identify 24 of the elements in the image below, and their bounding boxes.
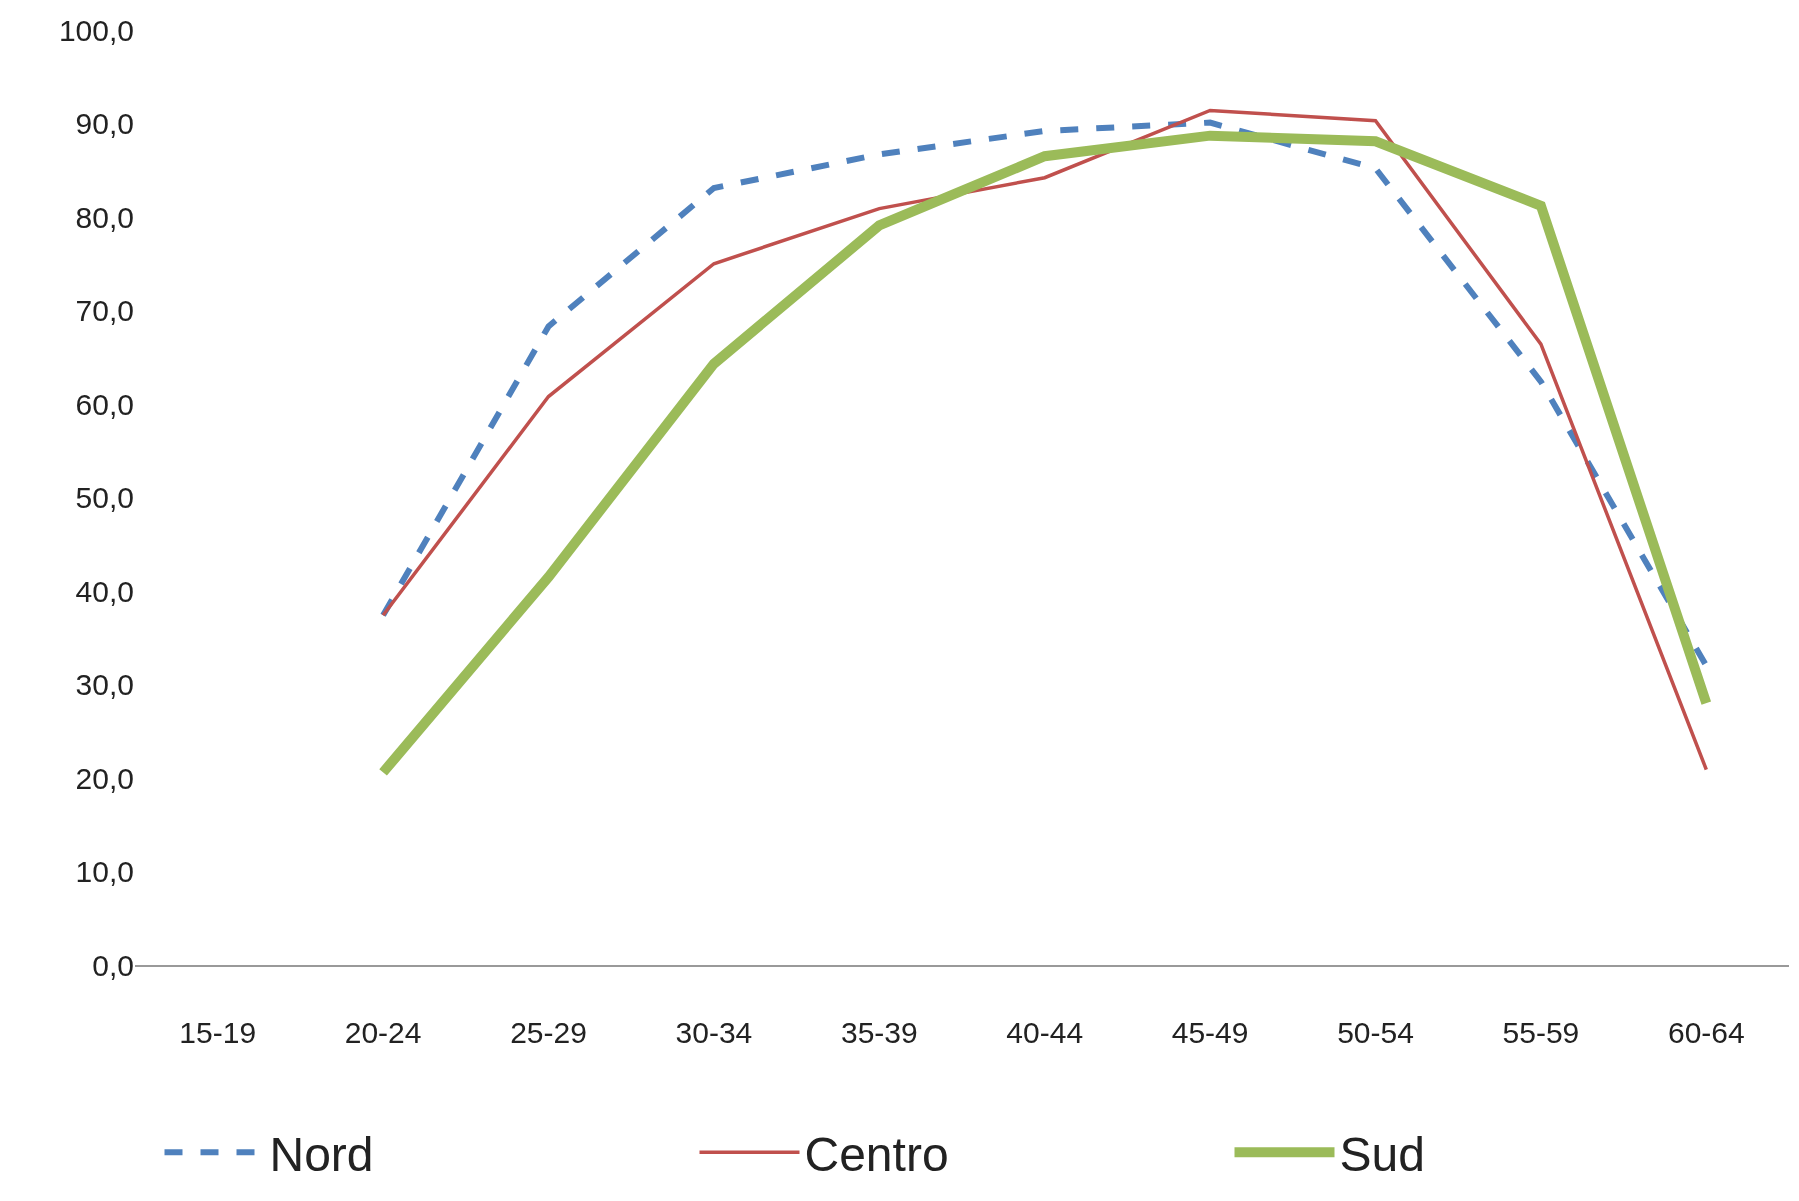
y-tick-label: 40,0 — [75, 574, 134, 608]
y-tick-label: 100,0 — [58, 13, 134, 47]
legend-label: Centro — [804, 1128, 949, 1182]
x-tick-label: 60-64 — [1667, 1015, 1745, 1049]
y-tick-label: 0,0 — [92, 948, 134, 982]
x-tick-label: 50-54 — [1337, 1015, 1414, 1049]
x-tick-label: 55-59 — [1502, 1015, 1580, 1049]
y-tick-label: 20,0 — [75, 761, 134, 795]
y-tick-label: 50,0 — [75, 481, 134, 514]
x-tick-label: 25-29 — [510, 1015, 587, 1049]
x-tick-label: 15-19 — [179, 1015, 257, 1049]
x-tick-label: 30-34 — [675, 1015, 753, 1049]
y-tick-label: 90,0 — [75, 107, 134, 140]
y-tick-label: 60,0 — [75, 387, 134, 421]
x-tick-label: 45-49 — [1171, 1015, 1249, 1049]
x-tick-label: 35-39 — [840, 1015, 918, 1049]
legend-label: Nord — [269, 1128, 374, 1182]
y-tick-label: 10,0 — [75, 855, 134, 888]
x-tick-label: 40-44 — [1006, 1015, 1084, 1049]
x-tick-label: 20-24 — [344, 1015, 422, 1049]
y-tick-label: 70,0 — [75, 294, 134, 327]
legend-label: Sud — [1339, 1128, 1425, 1182]
y-tick-label: 30,0 — [75, 668, 134, 701]
y-tick-label: 80,0 — [75, 200, 134, 234]
